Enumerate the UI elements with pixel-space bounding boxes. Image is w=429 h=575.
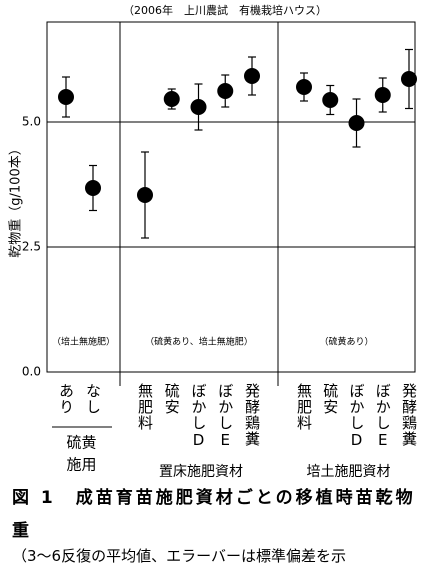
x-tick-label: 硫安	[321, 383, 339, 415]
caption: 図 1 成苗育苗施肥資材ごとの移植時苗乾物重	[12, 488, 416, 541]
group-label: 培土施肥資材	[307, 464, 391, 480]
caption-note: （3～6反復の平均値、エラーバーは標準偏差を示	[12, 547, 346, 565]
x-tick-label: 発酵鶏糞	[243, 383, 261, 447]
point	[58, 89, 74, 105]
y-tick-label: 2.5	[22, 240, 41, 254]
x-tick-label: ぼかしE	[374, 383, 392, 450]
x-tick-label: なし	[84, 383, 102, 415]
x-tick-label: ぼかしD	[190, 383, 208, 450]
source-note: （2006年 上川農試 有機栽培ハウス）	[123, 3, 327, 17]
group-note: （硫黄あり、培土無施肥）	[145, 336, 253, 348]
x-tick-label: ぼかしE	[216, 383, 234, 450]
y-tick-label: 0.0	[22, 365, 41, 379]
x-tick-label: 無肥料	[136, 383, 154, 431]
point	[348, 115, 365, 131]
point	[85, 180, 101, 196]
x-tick-label: あり	[57, 383, 75, 415]
plot-frame	[46, 21, 416, 373]
point	[401, 71, 417, 87]
x-tick-label: 無肥料	[295, 383, 313, 431]
point	[322, 92, 339, 108]
group-label: 置床施肥資材	[159, 464, 243, 480]
point	[163, 91, 180, 107]
point	[296, 79, 312, 95]
x-tick-label: 発酵鶏糞	[400, 383, 418, 447]
group-note: （培土無施肥）	[52, 336, 115, 348]
chart: （2006年 上川農試 有機栽培ハウス） 乾物重（g/100本） 0.0 2.5 5…	[8, 3, 419, 480]
x-tick-label: ぼかしD	[348, 383, 366, 450]
y-tick-label: 5.0	[22, 115, 41, 129]
x-tick-label: 硫安	[163, 383, 181, 415]
point	[190, 99, 207, 115]
point	[244, 68, 260, 84]
point	[137, 187, 153, 203]
point	[217, 83, 234, 99]
group-note: （硫黄あり）	[319, 336, 373, 348]
group-label: 施用	[66, 456, 96, 474]
point	[374, 87, 391, 103]
group-label: 硫黄	[66, 434, 96, 452]
y-axis-label: 乾物重（g/100本）	[8, 142, 24, 257]
